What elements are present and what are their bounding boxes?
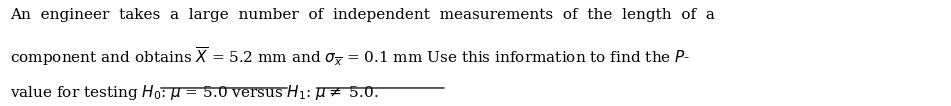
Text: component and obtains $\overline{X}$ = 5.2 mm and $\sigma_{\overline{x}}$ = 0.1 : component and obtains $\overline{X}$ = 5… <box>10 46 691 68</box>
Text: An  engineer  takes  a  large  number  of  independent  measurements  of  the  l: An engineer takes a large number of inde… <box>10 8 715 22</box>
Text: value for testing $H_0$: $\mu$ = 5.0 versus $H_1$: $\mu \neq$ 5.0.: value for testing $H_0$: $\mu$ = 5.0 ver… <box>10 83 379 102</box>
